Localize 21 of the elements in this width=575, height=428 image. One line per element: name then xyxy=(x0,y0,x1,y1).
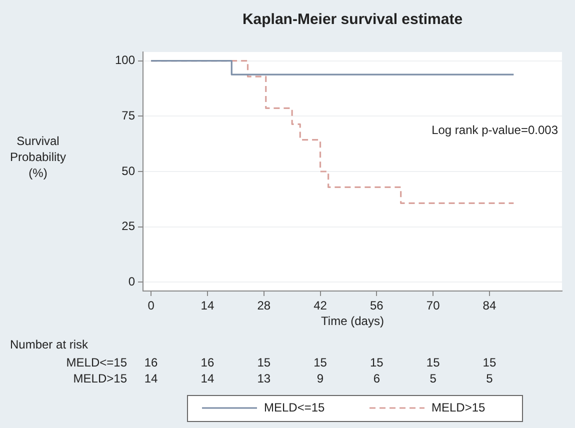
x-tick-label: 42 xyxy=(314,298,328,313)
y-tick-label: 25 xyxy=(122,219,136,234)
y-tick-label: 75 xyxy=(122,108,136,122)
chart-title: Kaplan-Meier survival estimate xyxy=(242,11,463,28)
legend-label: MELD<=15 xyxy=(264,400,326,414)
text: MELD>15 14 14 13 9 6 5 5 xyxy=(73,371,493,386)
y-axis-title: Survival Probability (%) xyxy=(10,134,66,180)
x-tick-label: 84 xyxy=(482,298,496,313)
x-tick-label: 0 xyxy=(148,298,155,313)
y-tick-label: 0 xyxy=(128,274,136,288)
x-tick-label: 56 xyxy=(370,298,384,313)
legend-label: MELD>15 xyxy=(432,400,486,414)
y-tick-label: 100 xyxy=(114,53,136,68)
x-tick-label: 14 xyxy=(200,298,214,313)
x-tick-label: 28 xyxy=(257,298,271,313)
x-tick-label: 70 xyxy=(426,298,440,313)
text: Number at risk xyxy=(10,337,90,352)
x-axis-title: Time (days) xyxy=(321,314,384,328)
y-tick-label: 50 xyxy=(122,164,136,178)
text: MELD<=15 16 16 15 15 15 15 15 xyxy=(66,355,496,370)
annotation: Log rank p-value=0.003 xyxy=(432,123,558,138)
